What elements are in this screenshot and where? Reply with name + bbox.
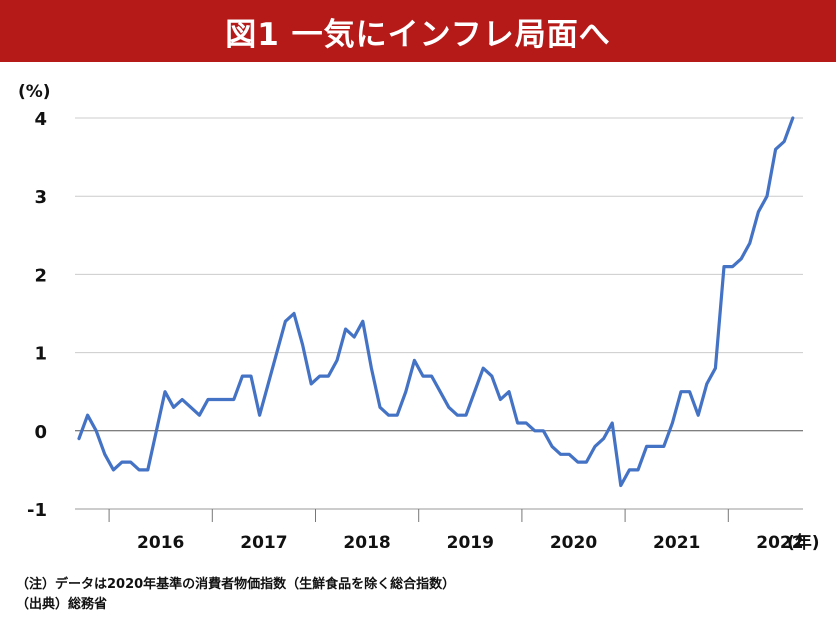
y-axis-label: (%): [18, 82, 51, 102]
x-tick-label: 2022: [756, 533, 803, 553]
y-tick-label: 1: [34, 344, 47, 365]
y-tick-label: 2: [34, 265, 47, 286]
x-tick-label: 2018: [343, 533, 390, 553]
y-tick-label: 4: [34, 109, 47, 130]
footnote-source: （出典）総務省: [16, 597, 108, 612]
x-tick-label: 2017: [240, 533, 287, 553]
y-tick-label: 0: [34, 422, 47, 443]
series-line: [77, 116, 795, 488]
x-tick-label: 2020: [550, 533, 597, 553]
title-banner: 図1 一気にインフレ局面へ: [0, 0, 836, 62]
footnote-note: （注）データは2020年基準の消費者物価指数（生鮮食品を除く総合指数）: [16, 577, 456, 592]
y-tick-label: 3: [34, 187, 47, 208]
y-tick-label: -1: [27, 500, 47, 521]
x-axis-label: (年): [787, 532, 820, 553]
x-tick-label: 2016: [137, 533, 184, 553]
x-tick-label: 2021: [653, 533, 700, 553]
line-chart: -1 0 1 2 3 4 (%) 2016 2017 2018 2019 2020 2021 2022(年…: [18, 82, 820, 553]
x-tick-label: 2019: [447, 533, 494, 553]
chart-title: 図1 一気にインフレ局面へ: [225, 16, 611, 53]
